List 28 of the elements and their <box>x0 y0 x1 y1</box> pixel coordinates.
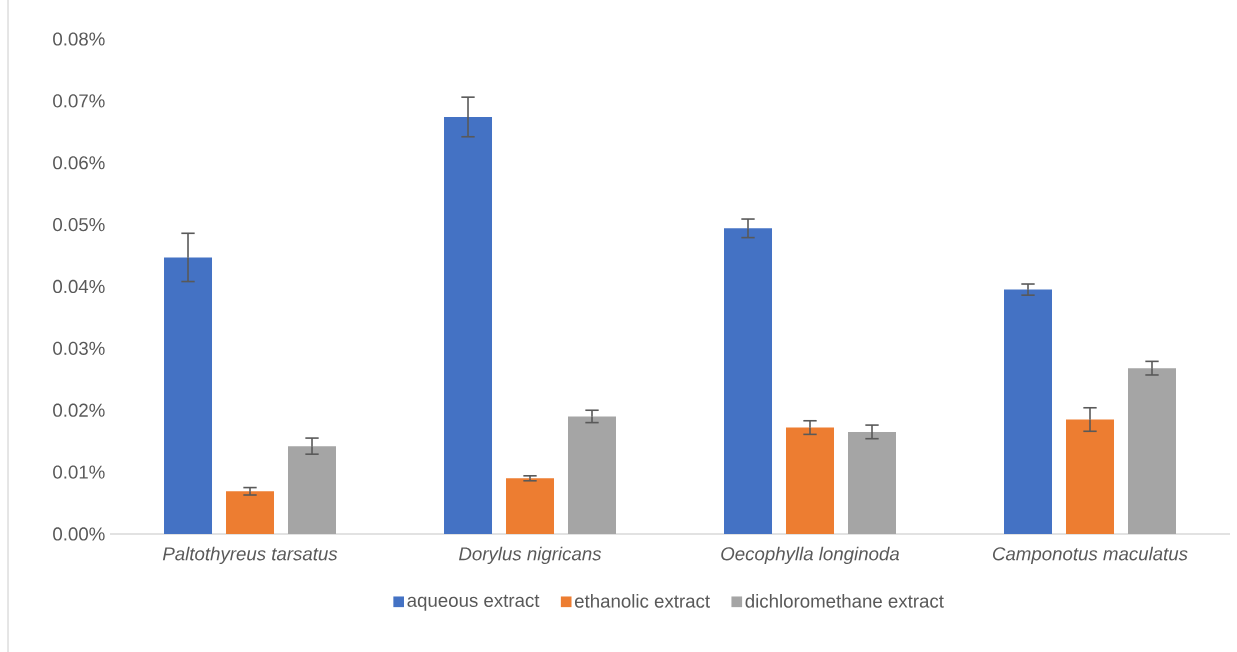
legend-label: dichloromethane extract <box>745 594 944 608</box>
bar <box>1128 368 1176 534</box>
x-tick-label: Dorylus nigricans <box>458 546 602 565</box>
bar <box>848 431 897 534</box>
y-tick-label: 0.01% <box>53 465 105 479</box>
y-tick-label: 0.05% <box>53 218 105 232</box>
bar <box>786 427 835 534</box>
y-tick-label: 0.07% <box>53 94 105 108</box>
legend-label: aqueous extract <box>407 594 540 611</box>
bar <box>568 416 617 534</box>
bar <box>164 257 213 534</box>
x-tick-label: Paltothyreus tarsatus <box>162 546 338 565</box>
bar <box>506 478 555 534</box>
legend-label: ethanolic extract <box>574 594 710 608</box>
y-tick-label: 0.02% <box>53 403 105 417</box>
bar <box>226 491 275 534</box>
y-tick-label: 0.08% <box>53 32 105 46</box>
y-tick-label: 0.03% <box>53 341 105 355</box>
bar <box>288 446 337 534</box>
x-tick-label: Camponotus maculatus <box>992 546 1188 565</box>
y-tick-label: 0.06% <box>53 156 105 170</box>
bar <box>444 116 493 534</box>
bar <box>724 228 772 534</box>
y-tick-label: 0.04% <box>53 279 105 294</box>
x-tick-label: Oecophylla longinoda <box>721 546 900 565</box>
y-tick-label: 0.00% <box>53 527 105 541</box>
bar <box>1066 419 1114 534</box>
bar <box>1004 289 1052 534</box>
